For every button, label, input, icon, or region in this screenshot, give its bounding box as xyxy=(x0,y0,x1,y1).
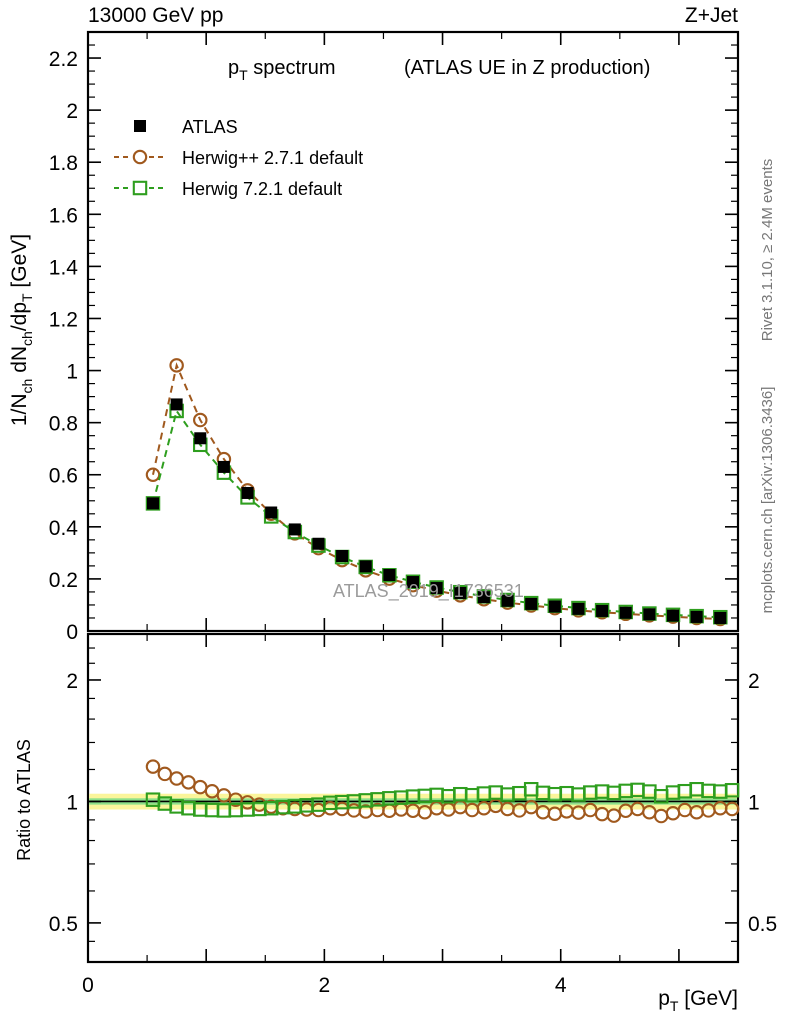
svg-text:2: 2 xyxy=(748,670,760,693)
data-point xyxy=(169,358,184,373)
title-pt-symbol: p xyxy=(228,57,239,79)
data-point xyxy=(690,610,703,623)
data-point xyxy=(501,594,514,607)
title-rest: spectrum xyxy=(248,57,336,79)
svg-text:1: 1 xyxy=(66,361,78,384)
svg-text:0.2: 0.2 xyxy=(49,569,78,592)
svg-text:1: 1 xyxy=(748,791,760,814)
svg-text:1.8: 1.8 xyxy=(49,152,78,175)
data-point xyxy=(194,432,207,445)
data-point xyxy=(454,586,467,599)
svg-text:0.5: 0.5 xyxy=(748,913,777,936)
ratio-point xyxy=(181,775,196,790)
legend-label: Herwig++ 2.7.1 default xyxy=(182,148,363,168)
title-parenthetical: (ATLAS UE in Z production) xyxy=(404,57,650,79)
ratio-point xyxy=(193,779,208,795)
y-axis-title-main: 1/Nch dNch/dpT [GeV] xyxy=(8,234,35,426)
data-point xyxy=(336,549,349,562)
ratio-point xyxy=(689,782,704,797)
data-point xyxy=(383,569,396,582)
data-point xyxy=(596,604,609,617)
data-point xyxy=(525,597,538,610)
side-label-rivet: Rivet 3.1.10, ≥ 2.4M events xyxy=(759,159,776,342)
data-point xyxy=(170,398,183,411)
data-point xyxy=(714,611,727,624)
data-point xyxy=(667,609,679,622)
svg-text:0: 0 xyxy=(66,621,78,644)
svg-text:1: 1 xyxy=(66,791,78,814)
data-point xyxy=(359,560,372,573)
ratio-panel-frame xyxy=(86,632,740,964)
legend-marker-open-circle xyxy=(132,149,148,165)
data-point xyxy=(265,506,278,519)
svg-text:0.6: 0.6 xyxy=(49,465,78,488)
ratio-point xyxy=(653,808,669,824)
data-point xyxy=(572,602,585,615)
header-process-label: Z+Jet xyxy=(685,4,738,27)
svg-text:pT spectrum: pT spectrum xyxy=(228,57,336,83)
svg-text:1/Nch dNch/dpT [GeV]: 1/Nch dNch/dpT [GeV] xyxy=(8,234,35,426)
legend-item-2[interactable]: Herwig 7.2.1 default xyxy=(114,179,342,199)
data-point xyxy=(407,576,419,589)
data-point xyxy=(477,591,490,604)
legend-item-1[interactable]: Herwig++ 2.7.1 default xyxy=(114,148,363,168)
ratio-point xyxy=(523,782,539,797)
svg-text:0.5: 0.5 xyxy=(49,913,78,936)
analysis-watermark: ATLAS_2019_I1736531 xyxy=(333,581,524,602)
ratio-point xyxy=(606,808,622,823)
svg-text:Rivet 3.1.10, ≥ 2.4M events: Rivet 3.1.10, ≥ 2.4M events xyxy=(759,159,776,342)
data-point xyxy=(288,523,301,536)
svg-text:Ratio to ATLAS: Ratio to ATLAS xyxy=(14,739,34,861)
svg-text:0: 0 xyxy=(82,974,94,997)
data-point xyxy=(145,467,161,482)
main-plot-panel: 0 0.2 0.4 0.6 0.8 1 1.2 1.4 1.6 1.8 2 2.2 xyxy=(49,30,740,644)
svg-text:4: 4 xyxy=(555,974,567,997)
data-point xyxy=(241,486,254,499)
data-point xyxy=(147,497,159,510)
svg-text:2.2: 2.2 xyxy=(49,48,78,71)
ratio-plot-panel: 0.5 0.5 1 1 2 2 0 2 4 xyxy=(49,632,777,997)
svg-text:0.8: 0.8 xyxy=(49,413,78,436)
svg-text:1.6: 1.6 xyxy=(49,204,78,227)
data-point xyxy=(619,606,632,619)
ratio-point xyxy=(157,766,173,782)
data-point xyxy=(312,537,325,550)
header-beam-label: 13000 GeV pp xyxy=(88,4,223,27)
plot-title: pT spectrum (ATLAS UE in Z production) xyxy=(228,57,650,83)
legend-label: Herwig 7.2.1 default xyxy=(182,179,342,199)
ratio-point xyxy=(724,782,740,798)
ratio-point xyxy=(594,806,610,822)
svg-text:1.4: 1.4 xyxy=(49,256,79,279)
legend-marker-filled-square xyxy=(134,120,146,132)
svg-text:2: 2 xyxy=(66,100,78,123)
ratio-point xyxy=(169,771,184,786)
legend: ATLAS Herwig++ 2.7.1 default Herwig 7.2.1 … xyxy=(114,117,363,199)
ratio-point xyxy=(523,799,539,815)
svg-text:mcplots.cern.ch [arXiv:1306.34: mcplots.cern.ch [arXiv:1306.3436] xyxy=(759,387,776,614)
svg-text:2: 2 xyxy=(66,670,78,693)
ratio-point xyxy=(145,759,161,774)
svg-text:2: 2 xyxy=(319,974,331,997)
svg-text:1.2: 1.2 xyxy=(49,308,78,331)
data-point xyxy=(217,460,230,473)
svg-text:0.4: 0.4 xyxy=(49,517,79,540)
title-pt-subscript: T xyxy=(239,67,248,83)
legend-label: ATLAS xyxy=(182,117,238,137)
y-axis-title-ratio: Ratio to ATLAS xyxy=(14,739,34,861)
legend-marker-open-square xyxy=(132,180,148,196)
ratio-point xyxy=(724,801,740,817)
side-label-mcplots: mcplots.cern.ch [arXiv:1306.3436] xyxy=(759,387,776,614)
data-point xyxy=(548,600,561,613)
data-point xyxy=(643,608,656,621)
data-point xyxy=(193,412,208,428)
data-point xyxy=(430,582,443,595)
data-point xyxy=(145,496,161,511)
x-axis-title: pT [GeV] xyxy=(658,987,738,1014)
legend-item-0[interactable]: ATLAS xyxy=(134,117,238,137)
